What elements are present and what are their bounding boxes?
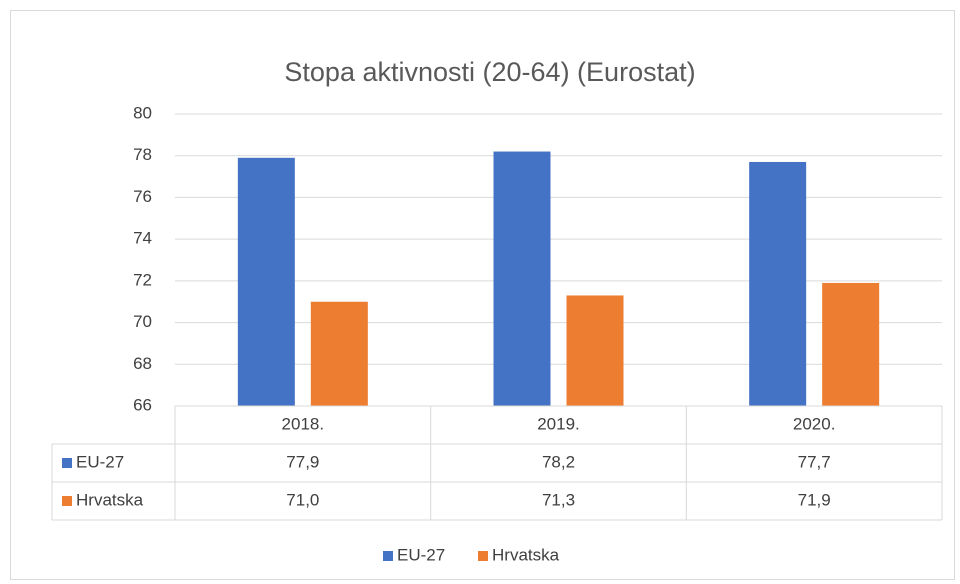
bar	[822, 282, 880, 406]
x-tick-label: 2020.	[793, 414, 836, 433]
y-tick-label: 66	[133, 395, 152, 414]
legend-key	[478, 551, 488, 561]
table-row-label: EU-27	[76, 452, 124, 471]
x-tick-label: 2019.	[537, 414, 580, 433]
y-tick-label: 72	[133, 270, 152, 289]
table-value: 77,9	[286, 452, 319, 471]
y-tick-label: 74	[133, 229, 152, 248]
bar	[749, 161, 807, 406]
x-tick-label: 2018.	[282, 414, 325, 433]
bar	[493, 151, 551, 406]
table-value: 71,0	[286, 490, 319, 509]
y-tick-label: 80	[133, 103, 152, 122]
y-tick-label: 78	[133, 145, 152, 164]
table-row-label: Hrvatska	[76, 490, 144, 509]
legend-key	[383, 551, 393, 561]
table-legend-key	[62, 458, 72, 468]
bar	[566, 295, 624, 406]
y-tick-label: 76	[133, 187, 152, 206]
legend-label: Hrvatska	[492, 545, 560, 564]
table-value: 71,9	[798, 490, 831, 509]
table-value: 71,3	[542, 490, 575, 509]
table-legend-key	[62, 496, 72, 506]
chart-title: Stopa aktivnosti (20-64) (Eurostat)	[284, 57, 695, 87]
legend-label: EU-27	[397, 545, 445, 564]
table-value: 78,2	[542, 452, 575, 471]
y-tick-label: 70	[133, 312, 152, 331]
y-tick-label: 68	[133, 354, 152, 373]
bar	[310, 301, 368, 406]
table-value: 77,7	[798, 452, 831, 471]
bar	[237, 157, 295, 406]
